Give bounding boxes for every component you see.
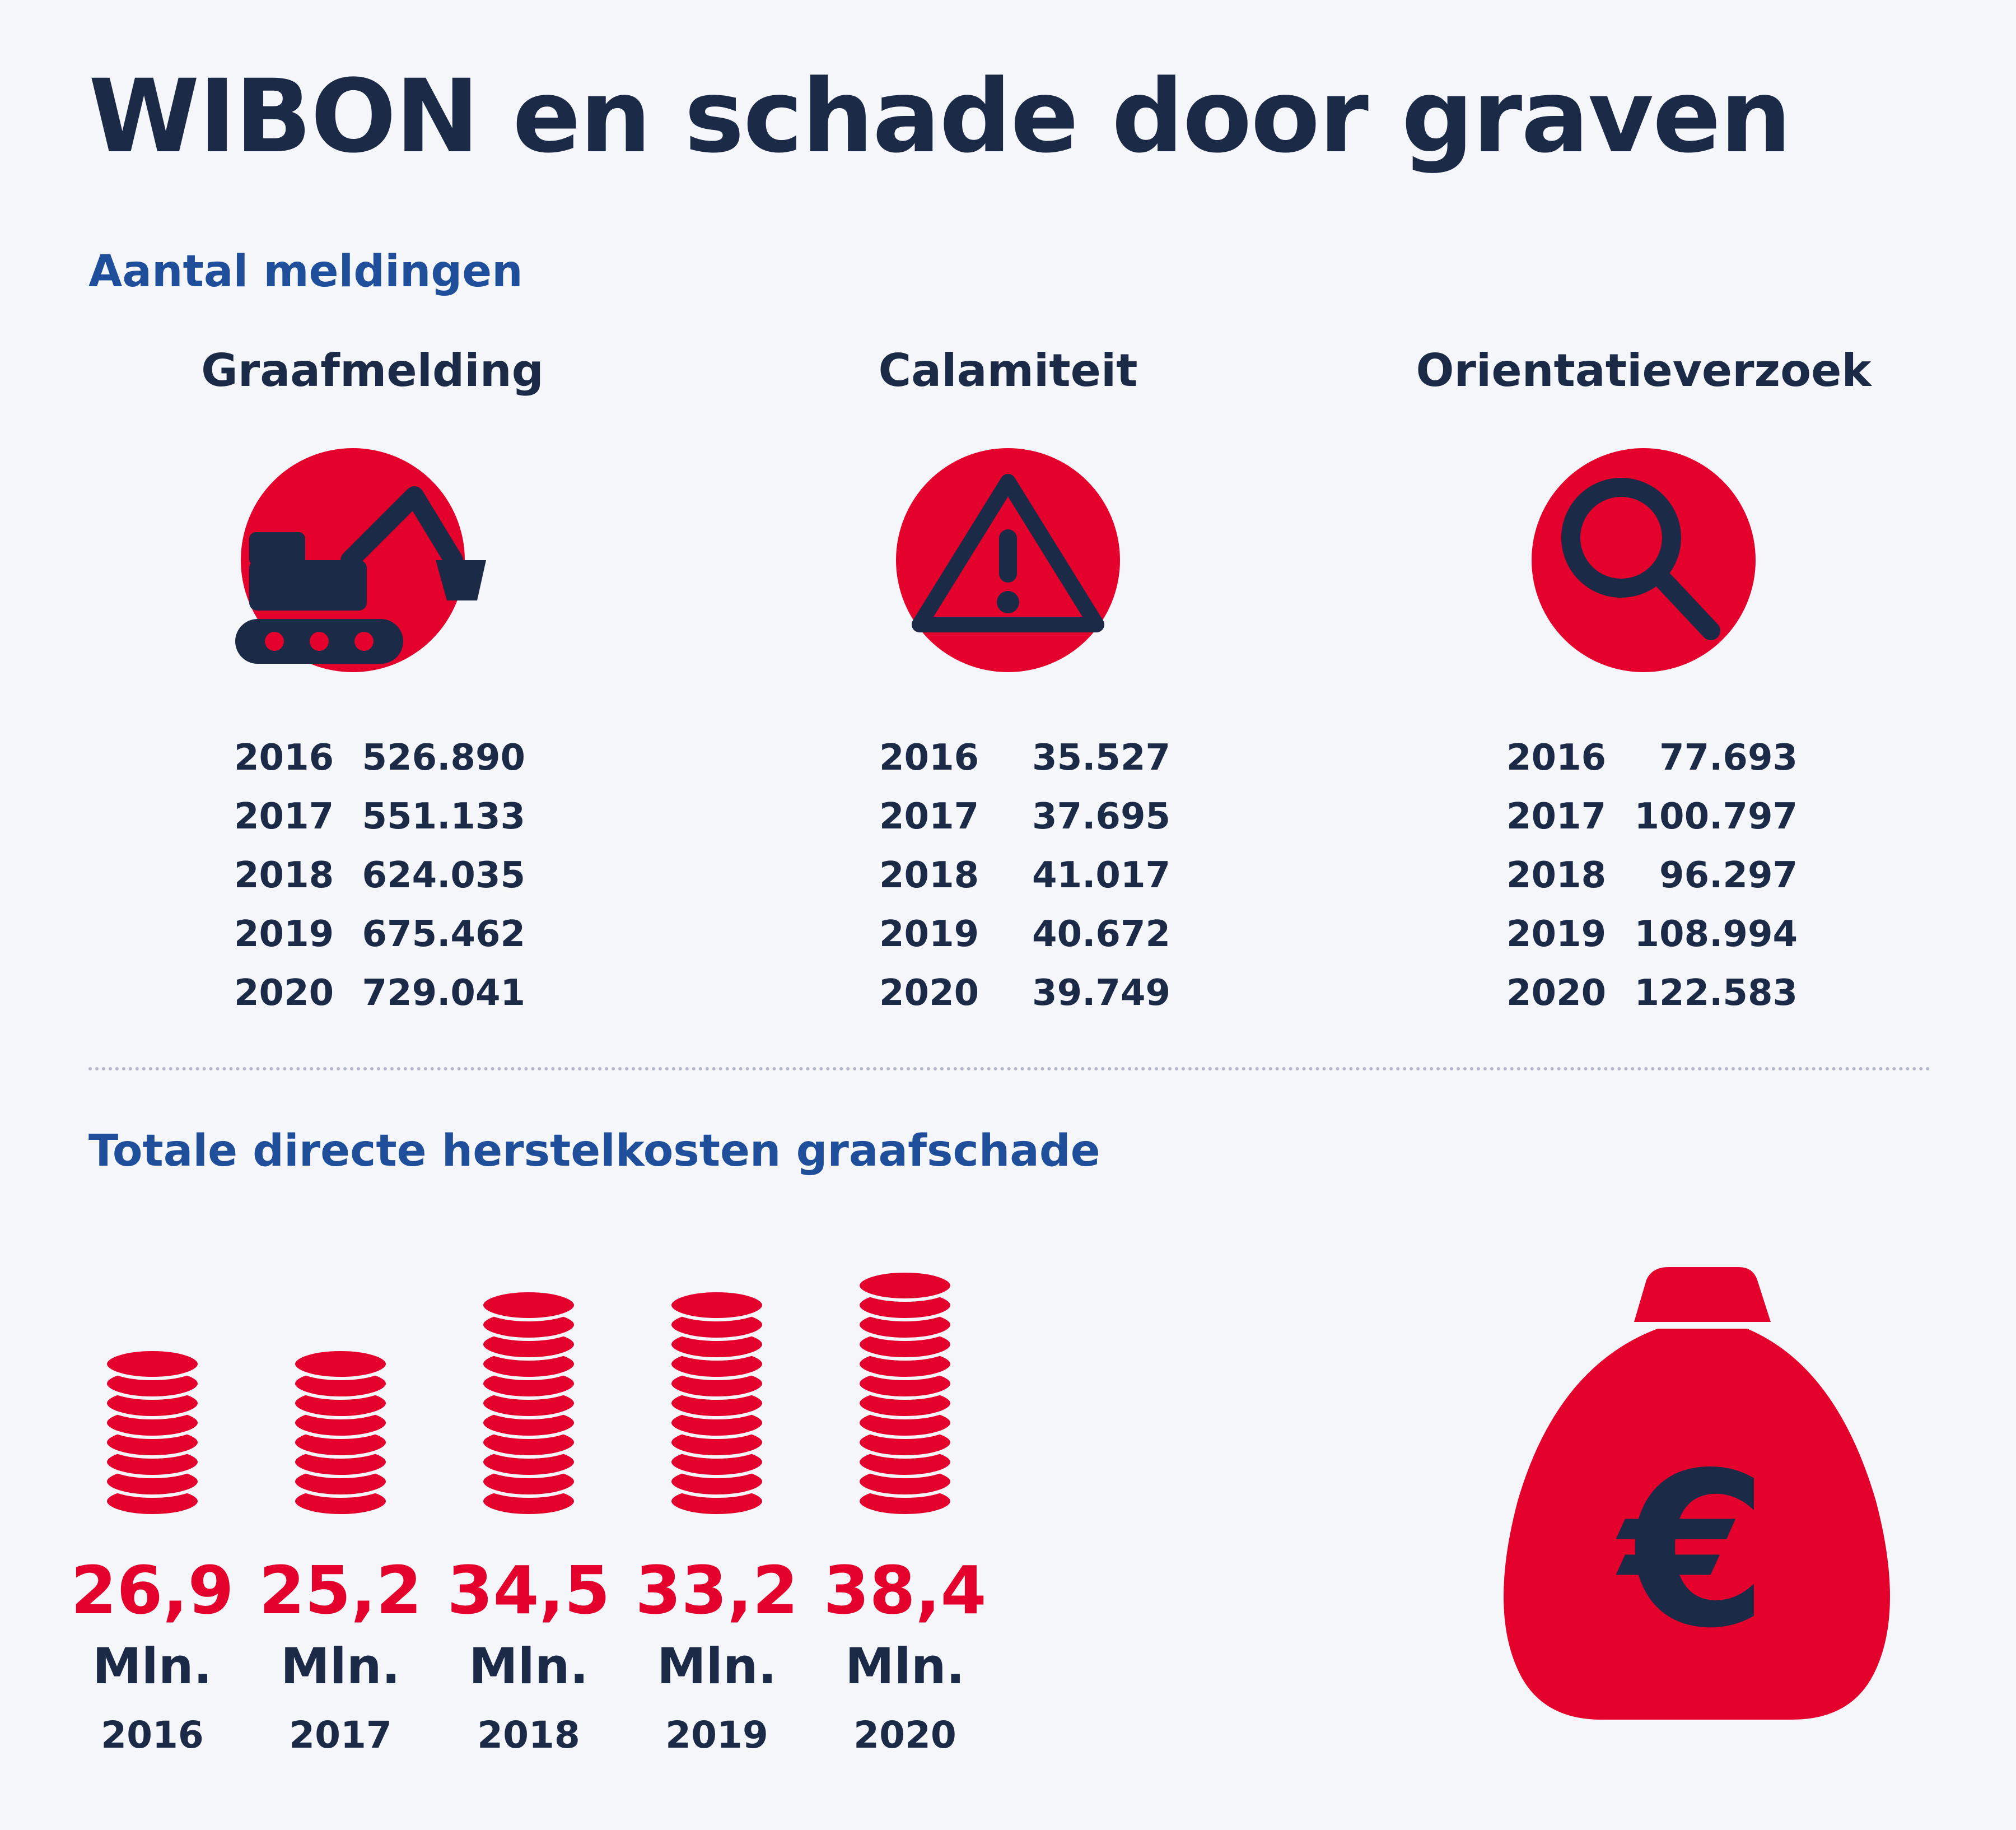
cost-value-label: 33,2 — [635, 1552, 798, 1629]
cost-unit-label: Mln. — [657, 1637, 777, 1695]
stat-row: 2018 96.297 — [1506, 846, 1798, 905]
stat-value: 35.527 — [1032, 737, 1170, 779]
cost-year-label: 2020 — [853, 1713, 956, 1757]
cost-value-label: 34,5 — [447, 1552, 610, 1629]
stat-row: 2016 526.890 — [234, 728, 525, 787]
stat-year: 2018 — [234, 854, 334, 896]
stat-value: 96.297 — [1659, 854, 1798, 896]
cost-year-label: 2019 — [665, 1713, 768, 1757]
coin — [856, 1269, 954, 1302]
coin-stack-2019 — [668, 1289, 766, 1517]
column-title-orientatieverzoek: Orientatieverzoek — [1416, 344, 1872, 397]
stat-year: 2020 — [234, 972, 334, 1014]
stat-table-calamiteit: 2016 35.527 2017 37.695 2018 41.017 2019 40.… — [879, 728, 1170, 1022]
coin — [104, 1348, 201, 1380]
stat-value: 122.583 — [1634, 972, 1798, 1014]
stat-year: 2016 — [879, 737, 979, 779]
stat-value: 551.133 — [362, 795, 526, 837]
stat-year: 2020 — [1506, 972, 1607, 1014]
cost-year-label: 2017 — [289, 1713, 392, 1757]
stat-value: 100.797 — [1634, 795, 1798, 837]
stat-year: 2017 — [1506, 795, 1607, 837]
stat-row: 2018 624.035 — [234, 846, 525, 905]
stat-row: 2017 551.133 — [234, 787, 525, 846]
stat-value: 41.017 — [1032, 854, 1170, 896]
stat-year: 2018 — [879, 854, 979, 896]
cost-year-label: 2018 — [477, 1713, 580, 1757]
stat-row: 2016 35.527 — [879, 728, 1170, 787]
stat-table-graafmelding: 2016 526.890 2017 551.133 2018 624.035 2019… — [234, 728, 525, 1022]
stat-year: 2019 — [1506, 913, 1607, 955]
coin-stack-2016 — [104, 1348, 201, 1517]
coin-stack-2018 — [480, 1289, 577, 1517]
coin — [480, 1289, 577, 1321]
cost-value-label: 25,2 — [259, 1552, 422, 1629]
cost-unit-label: Mln. — [469, 1637, 589, 1695]
stat-table-orientatieverzoek: 2016 77.693 2017 100.797 2018 96.297 2019 10… — [1506, 728, 1798, 1022]
stat-row: 2018 41.017 — [879, 846, 1170, 905]
cost-value-label: 26,9 — [71, 1552, 234, 1629]
stat-value: 77.693 — [1659, 737, 1798, 779]
cost-unit-label: Mln. — [92, 1637, 212, 1695]
excavator-icon — [235, 448, 486, 672]
coin — [668, 1289, 766, 1321]
stat-value: 40.672 — [1032, 913, 1170, 955]
euro-symbol: € — [1613, 1427, 1768, 1675]
stat-value: 37.695 — [1032, 795, 1170, 837]
stat-year: 2016 — [1506, 737, 1607, 779]
stat-year: 2018 — [1506, 854, 1607, 896]
stat-year: 2017 — [879, 795, 979, 837]
section-divider — [88, 1067, 1931, 1070]
magnifier-icon — [1532, 448, 1756, 672]
stat-row: 2017 100.797 — [1506, 787, 1798, 846]
stat-year: 2019 — [234, 913, 334, 955]
stat-value: 624.035 — [362, 854, 526, 896]
money-bag-icon: € — [1504, 1267, 1890, 1720]
stat-year: 2016 — [234, 737, 334, 779]
stat-row: 2020 122.583 — [1506, 963, 1798, 1022]
warning-triangle-icon — [896, 448, 1120, 672]
section-title-meldingen: Aantal meldingen — [88, 246, 523, 297]
stat-year: 2017 — [234, 795, 334, 837]
stat-row: 2020 39.749 — [879, 963, 1170, 1022]
column-title-calamiteit: Calamiteit — [878, 344, 1138, 397]
stat-value: 675.462 — [362, 913, 526, 955]
coin-stack-2020 — [856, 1269, 954, 1517]
stat-value: 526.890 — [362, 737, 526, 779]
stat-row: 2017 37.695 — [879, 787, 1170, 846]
cost-year-label: 2016 — [101, 1713, 204, 1757]
cost-unit-label: Mln. — [845, 1637, 965, 1695]
column-title-graafmelding: Graafmelding — [201, 344, 544, 397]
stat-year: 2020 — [879, 972, 979, 1014]
coin-stack-2017 — [292, 1348, 389, 1517]
stat-row: 2019 108.994 — [1506, 905, 1798, 963]
stat-year: 2019 — [879, 913, 979, 955]
coin-stack-chart: 26,9 Mln. 2016 25,2 Mln. 2017 34,5 Mln. 2018 33,2… — [71, 1269, 987, 1757]
page-title: WIBON en schade door graven — [88, 58, 1791, 175]
stat-row: 2020 729.041 — [234, 963, 525, 1022]
cost-unit-label: Mln. — [281, 1637, 400, 1695]
stat-value: 729.041 — [362, 972, 526, 1014]
stat-row: 2019 40.672 — [879, 905, 1170, 963]
stat-value: 108.994 — [1634, 913, 1798, 955]
section-title-kosten: Totale directe herstelkosten graafschade — [88, 1126, 1100, 1176]
cost-value-label: 38,4 — [823, 1552, 986, 1629]
stat-row: 2016 77.693 — [1506, 728, 1798, 787]
stat-value: 39.749 — [1032, 972, 1170, 1014]
stat-row: 2019 675.462 — [234, 905, 525, 963]
coin — [292, 1348, 389, 1380]
